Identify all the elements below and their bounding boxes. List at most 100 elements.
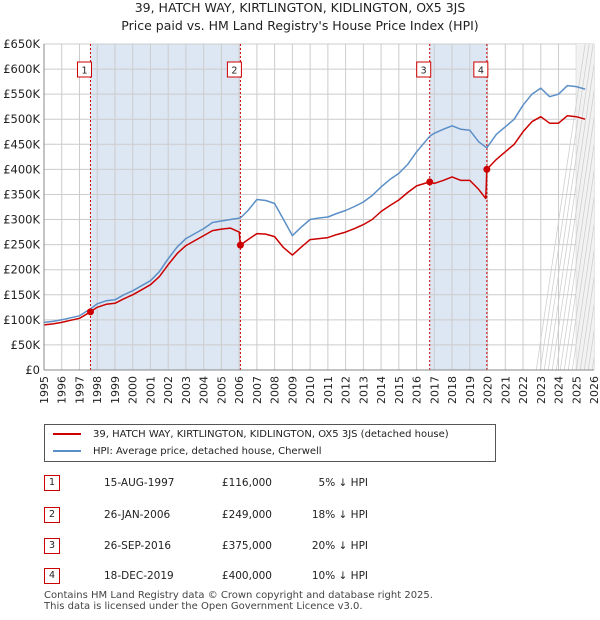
forecast-hatch (543, 43, 594, 371)
hpi-line (43, 84, 586, 324)
sale-hpi-diff: 10% ↓ HPI (311, 570, 368, 582)
y-tick-label: £650K (3, 37, 40, 51)
sale-date: 18-DEC-2019 (104, 570, 174, 582)
legend-swatch-price-paid (53, 433, 81, 435)
sale-date: 15-AUG-1997 (104, 477, 175, 489)
sale-point (426, 178, 434, 186)
x-tick-label: 2002 (162, 376, 175, 404)
sale-hpi-diff: 18% ↓ HPI (311, 509, 368, 521)
ownership-shade (429, 44, 487, 370)
x-tick-label: 2005 (215, 376, 228, 404)
y-tick-label: £50K (11, 338, 41, 352)
x-tick-label: 2017 (428, 376, 441, 404)
footer-copyright: Contains HM Land Registry data © Crown c… (44, 590, 433, 601)
sale-point (236, 241, 244, 249)
x-tick-label: 1997 (73, 376, 86, 404)
sale-price: £116,000 (221, 477, 272, 489)
x-tick-label: 2019 (464, 376, 477, 404)
y-tick-label: £350K (3, 187, 40, 201)
footer-license: This data is licensed under the Open Gov… (44, 601, 363, 612)
sale-hpi-diff: 5% ↓ HPI (318, 477, 368, 489)
footer: Contains HM Land Registry data © Crown c… (44, 590, 433, 612)
x-tick-label: 2016 (411, 376, 424, 404)
x-tick-label: 1998 (91, 376, 104, 404)
x-tick-label: 2018 (446, 376, 459, 404)
legend-label-hpi: HPI: Average price, detached house, Cher… (93, 446, 322, 457)
forecast-hatch (575, 209, 600, 371)
sale-date: 26-JAN-2006 (104, 509, 171, 521)
sale-number-badge: 1 (44, 475, 60, 491)
sale-marker-label: 3 (421, 66, 427, 77)
price-chart: 1 2 3 4 £0 £50K £100K £150K £200K £250K £300K £350K… (3, 37, 600, 404)
sale-date: 26-SEP-2016 (104, 540, 172, 552)
x-tick-label: 2024 (553, 376, 566, 404)
x-tick-label: 1995 (38, 376, 51, 404)
x-tick-label: 2006 (233, 376, 246, 404)
chart-title-line1: 39, HATCH WAY, KIRTLINGTON, KIDLINGTON, … (134, 0, 466, 15)
sale-row: 3 26-SEP-2016 £375,000 20% ↓ HPI (44, 536, 464, 556)
sale-price: £249,000 (221, 509, 272, 521)
sale-price: £400,000 (221, 570, 272, 582)
x-tick-label: 2015 (393, 376, 406, 404)
y-tick-label: £0 (25, 363, 40, 377)
price-paid-line (43, 114, 586, 326)
legend: 39, HATCH WAY, KIRTLINGTON, KIDLINGTON, … (44, 424, 496, 462)
sale-number-badge: 3 (44, 538, 60, 554)
x-tick-label: 2008 (269, 376, 282, 404)
forecast-hatch (547, 43, 598, 371)
x-tick-label: 2003 (180, 376, 193, 404)
y-tick-label: £150K (3, 288, 40, 302)
x-tick-label: 2012 (340, 376, 353, 404)
y-tick-label: £200K (3, 263, 40, 277)
sale-row: 2 26-JAN-2006 £249,000 18% ↓ HPI (44, 505, 464, 525)
x-tick-label: 2023 (535, 376, 548, 404)
legend-item-price-paid: 39, HATCH WAY, KIRTLINGTON, KIDLINGTON, … (53, 427, 449, 443)
legend-label-price-paid: 39, HATCH WAY, KIRTLINGTON, KIDLINGTON, … (93, 429, 449, 440)
y-tick-label: £450K (3, 137, 40, 151)
forecast-hatch (583, 262, 600, 371)
ownership-shade (90, 44, 241, 370)
y-tick-label: £250K (3, 238, 40, 252)
forecast-hatch (567, 155, 600, 371)
sale-point (86, 308, 94, 316)
x-tick-label: 2004 (198, 376, 211, 404)
legend-item-hpi: HPI: Average price, detached house, Cher… (53, 444, 322, 460)
sale-marker-label: 1 (81, 66, 87, 77)
y-tick-label: £100K (3, 313, 40, 327)
x-tick-label: 2007 (251, 376, 264, 404)
sale-marker-box (76, 61, 92, 78)
plot-right-mask (594, 42, 600, 372)
x-tick-label: 2011 (322, 376, 335, 404)
forecast-hatch (563, 129, 600, 371)
sale-number-badge: 2 (44, 507, 60, 523)
x-tick-label: 2022 (517, 376, 530, 404)
forecast-hatch (579, 235, 600, 371)
sale-point (483, 165, 491, 173)
sale-number-badge: 4 (44, 568, 60, 584)
x-tick-label: 2021 (499, 376, 512, 404)
x-tick-label: 2010 (304, 376, 317, 404)
sale-marker-box (416, 61, 432, 78)
x-tick-label: 1999 (109, 376, 122, 404)
forecast-hatch (535, 43, 586, 371)
y-tick-label: £600K (3, 62, 40, 76)
x-tick-label: 2026 (588, 376, 600, 404)
x-tick-label: 2020 (482, 376, 495, 404)
forecast-hatch (559, 102, 600, 371)
y-tick-label: £300K (3, 213, 40, 227)
sale-marker-label: 2 (231, 66, 237, 77)
sale-hpi-diff: 20% ↓ HPI (311, 540, 368, 552)
x-tick-label: 2013 (357, 376, 370, 404)
forecast-hatch (539, 43, 590, 371)
legend-swatch-hpi (53, 450, 81, 452)
sale-marker-box (226, 61, 242, 78)
x-tick-label: 2014 (375, 376, 388, 404)
sale-price: £375,000 (221, 540, 272, 552)
x-tick-label: 2025 (570, 376, 583, 404)
x-tick-label: 2000 (127, 376, 140, 404)
sale-marker-box (473, 61, 489, 78)
sale-row: 4 18-DEC-2019 £400,000 10% ↓ HPI (44, 566, 464, 586)
sale-marker-label: 4 (478, 66, 484, 77)
y-tick-label: £500K (3, 112, 40, 126)
y-tick-label: £400K (3, 162, 40, 176)
